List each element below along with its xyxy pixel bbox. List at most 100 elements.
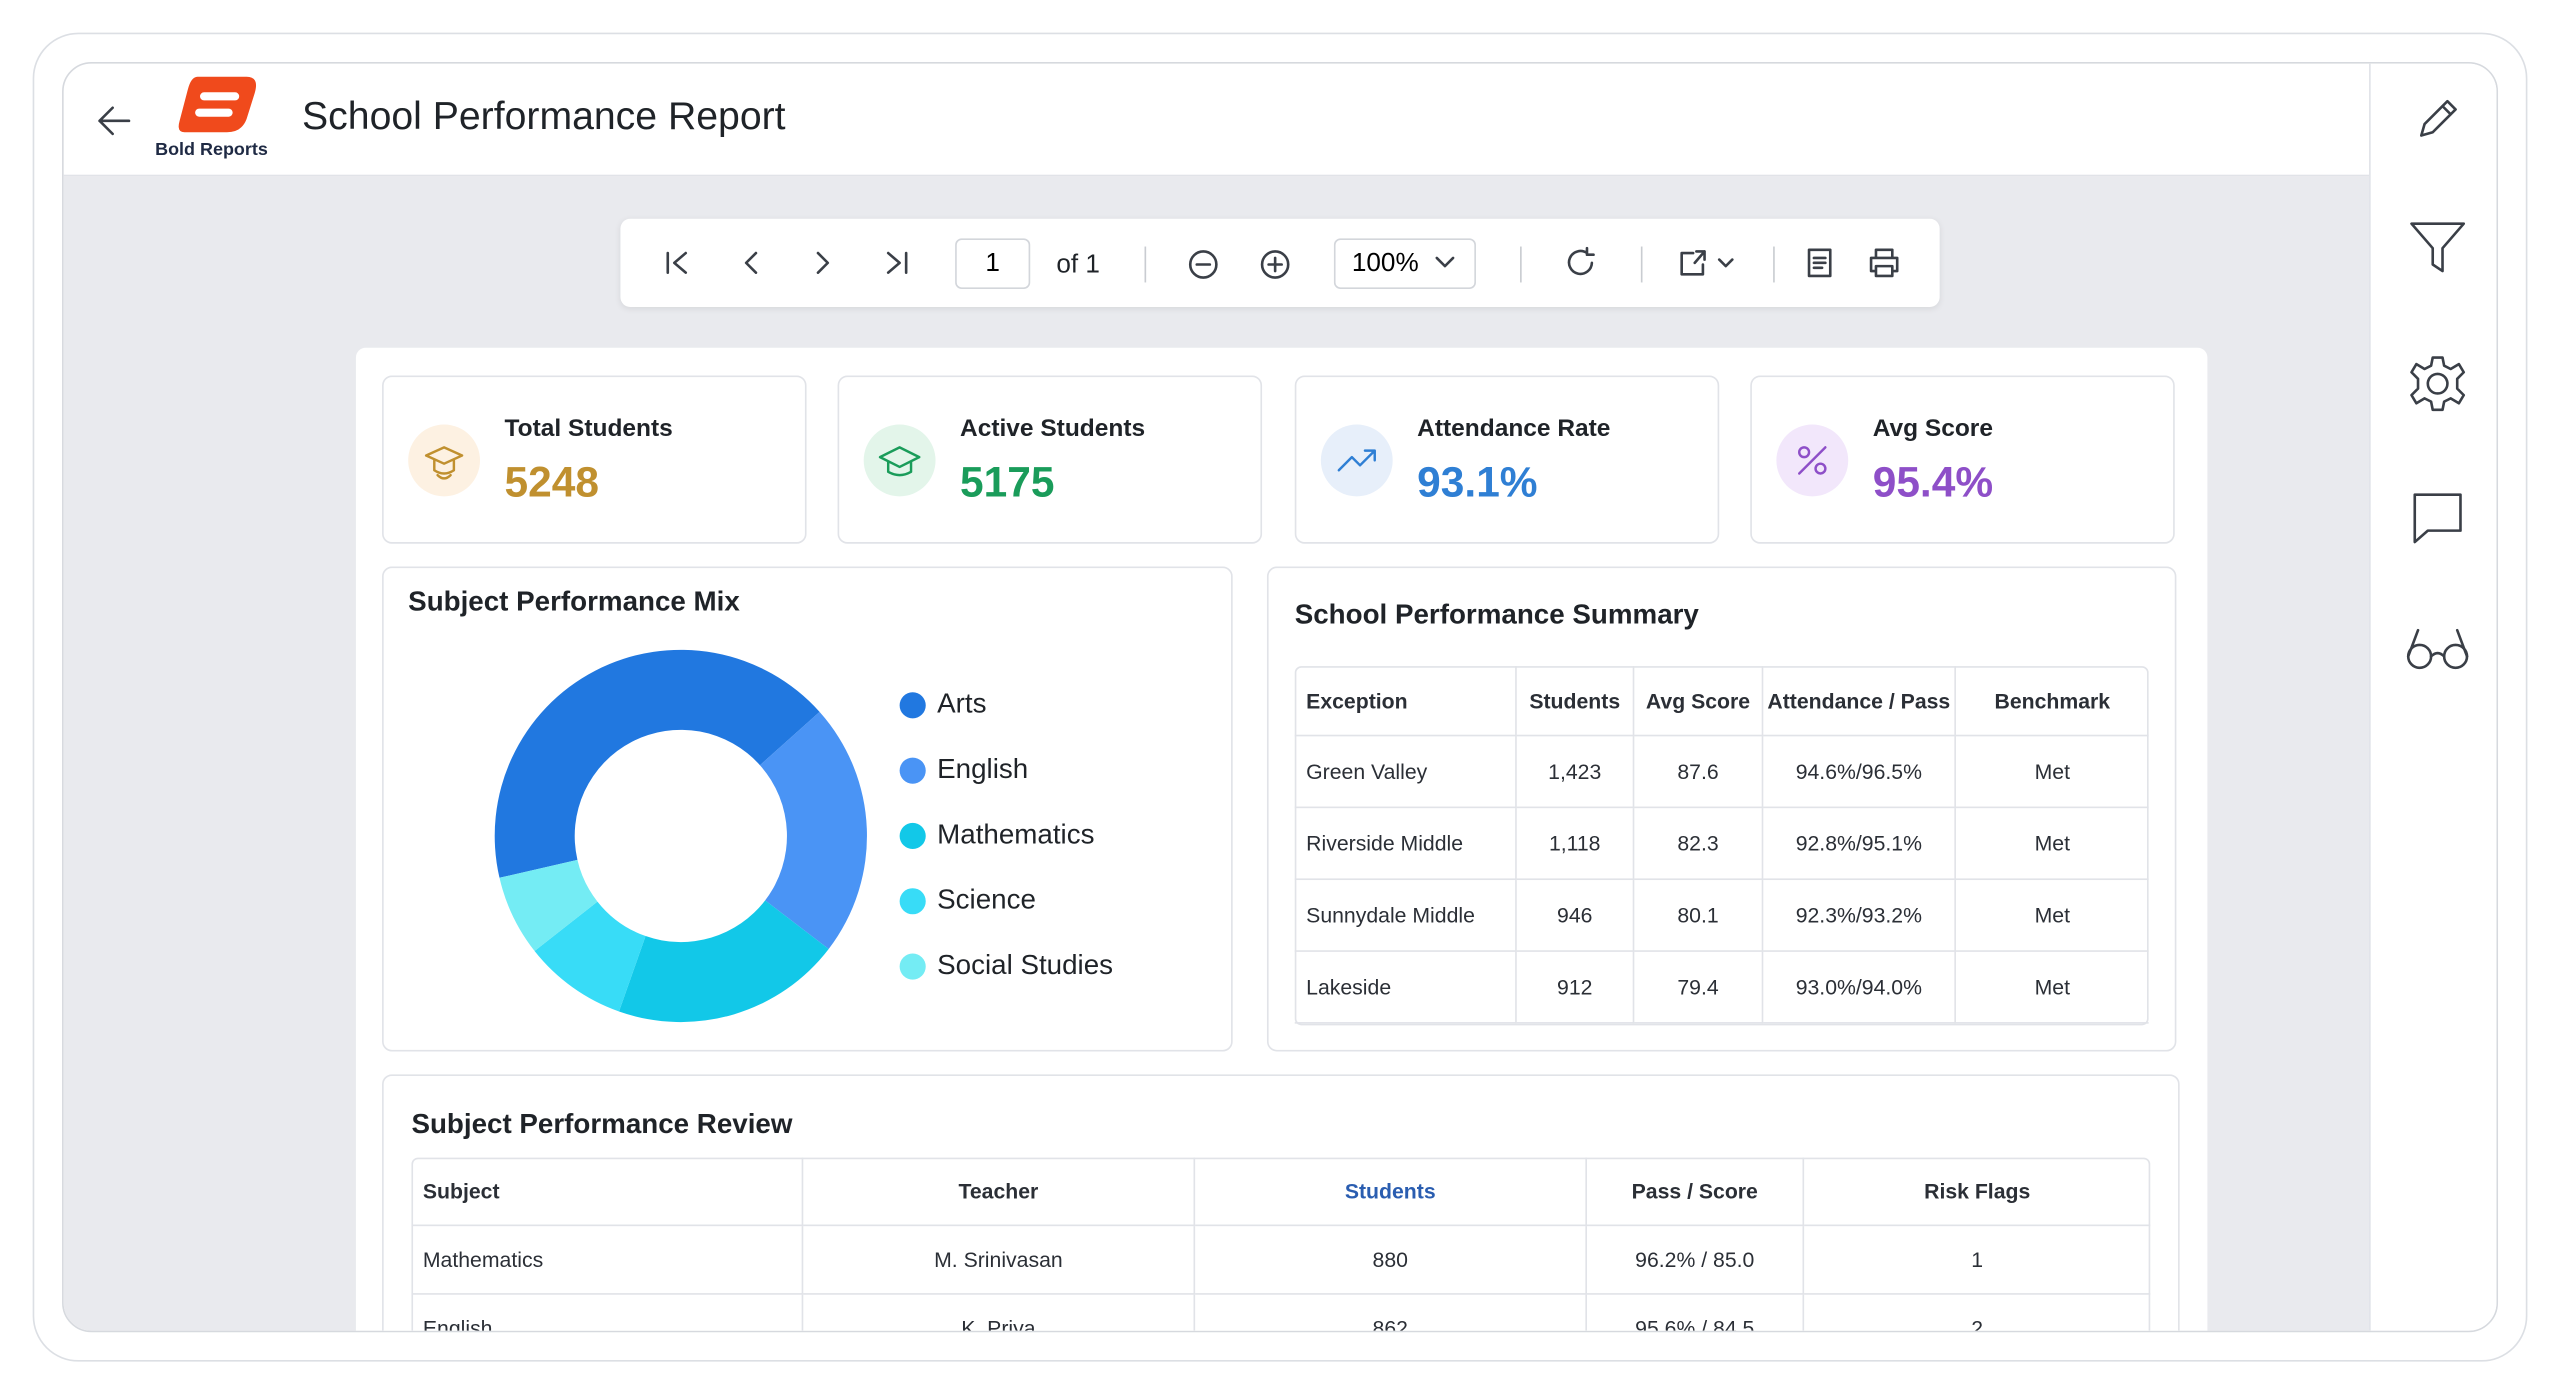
- kpi-card: [1750, 375, 2175, 544]
- print[interactable]: [1868, 248, 1901, 278]
- separator: [1773, 246, 1775, 283]
- page-setup[interactable]: [1807, 248, 1833, 278]
- table-header: Students: [1195, 1157, 1587, 1227]
- kpi-icon: [408, 424, 481, 497]
- table-cell: 96.2% / 85.0: [1586, 1226, 1805, 1295]
- comment-icon[interactable]: [2408, 488, 2467, 547]
- table-header: Benchmark: [1955, 666, 2149, 737]
- legend-label: Social Studies: [937, 949, 1113, 980]
- edit-icon[interactable]: [2415, 96, 2461, 142]
- table-cell: 1: [1804, 1226, 2151, 1295]
- table-cell: Green Valley: [1294, 736, 1517, 809]
- device-frame: [32, 32, 2528, 1362]
- page-input[interactable]: 1: [955, 238, 1031, 289]
- kpi-value: 5248: [504, 457, 599, 507]
- export[interactable]: [1678, 248, 1740, 277]
- zoom-select[interactable]: 100%: [1333, 238, 1476, 289]
- kpi-icon-glyph: [878, 446, 921, 477]
- next-page[interactable]: [813, 251, 833, 274]
- prev-page[interactable]: [741, 251, 761, 274]
- table-header: Pass / Score: [1586, 1157, 1805, 1227]
- header: [63, 64, 2370, 177]
- kpi-value: 5175: [960, 457, 1055, 507]
- kpi-label: Active Students: [960, 414, 1146, 443]
- table-cell: 912: [1516, 951, 1635, 1024]
- table-cell: 2: [1804, 1295, 2150, 1331]
- kpi-label: Attendance Rate: [1417, 414, 1611, 443]
- table-cell: 80.1: [1634, 880, 1764, 952]
- table-cell: Lakeside: [1294, 951, 1517, 1024]
- kpi-icon-glyph: [1798, 446, 1827, 475]
- table-header: Attendance / Pass: [1763, 666, 1956, 737]
- table-header: Risk Flags: [1804, 1158, 2151, 1227]
- first-page[interactable]: [665, 251, 691, 274]
- table-cell: Met: [1955, 952, 2149, 1024]
- table-cell: 92.8%/95.1%: [1763, 808, 1956, 881]
- table-cell: Met: [1955, 880, 2149, 952]
- table-cell: 880: [1195, 1226, 1587, 1295]
- refresh[interactable]: [1566, 246, 1595, 277]
- filter-icon[interactable]: [2408, 220, 2467, 276]
- legend-swatch: [899, 757, 926, 784]
- legend-swatch: [899, 822, 926, 850]
- table-cell: Met: [1955, 736, 2149, 809]
- table-cell: 87.6: [1634, 736, 1764, 809]
- kpi-icon: [1776, 424, 1849, 497]
- summary-title: School Performance Summary: [1294, 599, 1699, 631]
- zoom-out[interactable]: [1187, 248, 1220, 281]
- table-cell: 95.6% / 84.5: [1587, 1294, 1805, 1331]
- review-table: [411, 1157, 2151, 1331]
- viewer: 1 of 1 100% Subject Performance Mix: [63, 176, 2370, 1331]
- kpi-label: Total Students: [504, 414, 673, 443]
- kpi-icon-glyph: [1337, 449, 1376, 472]
- table-cell: Mathematics: [411, 1226, 804, 1295]
- table-cell: 946: [1516, 880, 1635, 952]
- summary-table: [1294, 666, 2149, 1026]
- zoom-chevron: [1435, 256, 1455, 268]
- table-cell: K. Priya: [803, 1294, 1196, 1331]
- chart-title: Subject Performance Mix: [408, 586, 740, 618]
- back-button[interactable]: [96, 103, 132, 139]
- table-cell: 92.3%/93.2%: [1763, 880, 1956, 952]
- table-cell: M. Srinivasan: [803, 1226, 1196, 1295]
- donut-segment: [619, 900, 829, 1023]
- sidebar: [2369, 63, 2497, 1331]
- table-cell: Riverside Middle: [1294, 808, 1517, 881]
- kpi-icon-glyph: [424, 446, 464, 480]
- kpi-icon: [863, 424, 936, 497]
- view-icon[interactable]: [2405, 625, 2470, 671]
- legend-label: Science: [937, 884, 1036, 915]
- page-count: of 1: [1056, 251, 1100, 280]
- table-header: Students: [1516, 666, 1635, 737]
- table-cell: Sunnydale Middle: [1294, 880, 1517, 952]
- legend-swatch: [899, 888, 926, 915]
- legend-swatch: [899, 692, 926, 719]
- kpi-value: 93.1%: [1417, 457, 1538, 507]
- legend-label: Mathematics: [937, 818, 1094, 849]
- separator: [1520, 246, 1522, 283]
- last-page[interactable]: [883, 251, 909, 274]
- kpi-icon-bg: [408, 424, 481, 497]
- table-cell: 94.6%/96.5%: [1763, 736, 1956, 809]
- donut-segment: [759, 711, 867, 949]
- zoom-in[interactable]: [1259, 248, 1292, 281]
- table-cell: Met: [1955, 808, 2149, 881]
- logo-mark: [178, 76, 257, 133]
- donut-segment: [499, 859, 598, 952]
- legend-swatch: [899, 953, 926, 980]
- kpi-value: 95.4%: [1872, 457, 1994, 507]
- table-cell: 862: [1195, 1294, 1587, 1331]
- table-cell: English: [411, 1294, 804, 1331]
- report-title: School Performance Report: [302, 94, 786, 139]
- logo-text: Bold Reports: [155, 140, 268, 161]
- table-header: Avg Score: [1634, 666, 1764, 737]
- separator: [1144, 246, 1147, 283]
- separator: [1640, 246, 1643, 283]
- legend-label: Arts: [937, 688, 986, 719]
- settings-icon[interactable]: [2408, 354, 2467, 413]
- legend-label: English: [937, 753, 1028, 784]
- table-header: Exception: [1294, 666, 1517, 737]
- kpi-icon: [1320, 424, 1393, 497]
- toolbar: [620, 218, 1940, 307]
